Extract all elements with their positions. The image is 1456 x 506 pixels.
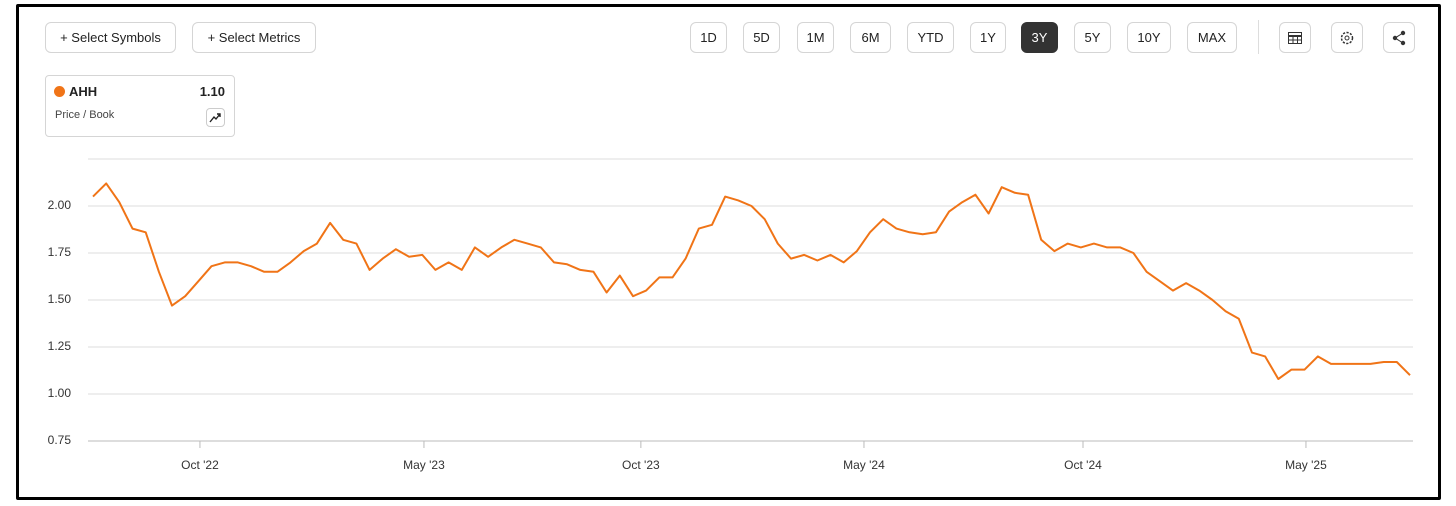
range-button[interactable]: 6M <box>850 22 891 53</box>
add-button[interactable]: + Select Metrics <box>192 22 316 53</box>
legend-metric: Price / Book <box>55 109 115 121</box>
trend-button[interactable] <box>206 108 225 127</box>
share-button[interactable] <box>1383 22 1415 53</box>
legend-dot <box>54 86 65 97</box>
range-button[interactable]: 5Y <box>1074 22 1111 53</box>
frame <box>16 4 1441 500</box>
range-button[interactable]: 10Y <box>1127 22 1171 53</box>
legend-card: AHH 1.10 Price / Book <box>45 75 235 137</box>
trend-icon <box>209 113 221 123</box>
table-icon <box>1288 31 1302 44</box>
divider <box>1258 20 1259 54</box>
gear-icon <box>1340 31 1354 44</box>
range-button[interactable]: YTD <box>907 22 954 53</box>
range-button[interactable]: MAX <box>1187 22 1237 53</box>
range-button[interactable]: 1Y <box>970 22 1006 53</box>
settings-button[interactable] <box>1331 22 1363 53</box>
share-icon <box>1392 30 1406 45</box>
range-button[interactable]: 5D <box>743 22 780 53</box>
legend-symbol: AHH <box>69 84 98 99</box>
range-button[interactable]: 1M <box>797 22 834 53</box>
add-button[interactable]: + Select Symbols <box>45 22 176 53</box>
range-button[interactable]: 1D <box>690 22 727 53</box>
range-button[interactable]: 3Y <box>1021 22 1058 53</box>
table-button[interactable] <box>1279 22 1311 53</box>
legend-value: 1.10 <box>199 84 225 99</box>
